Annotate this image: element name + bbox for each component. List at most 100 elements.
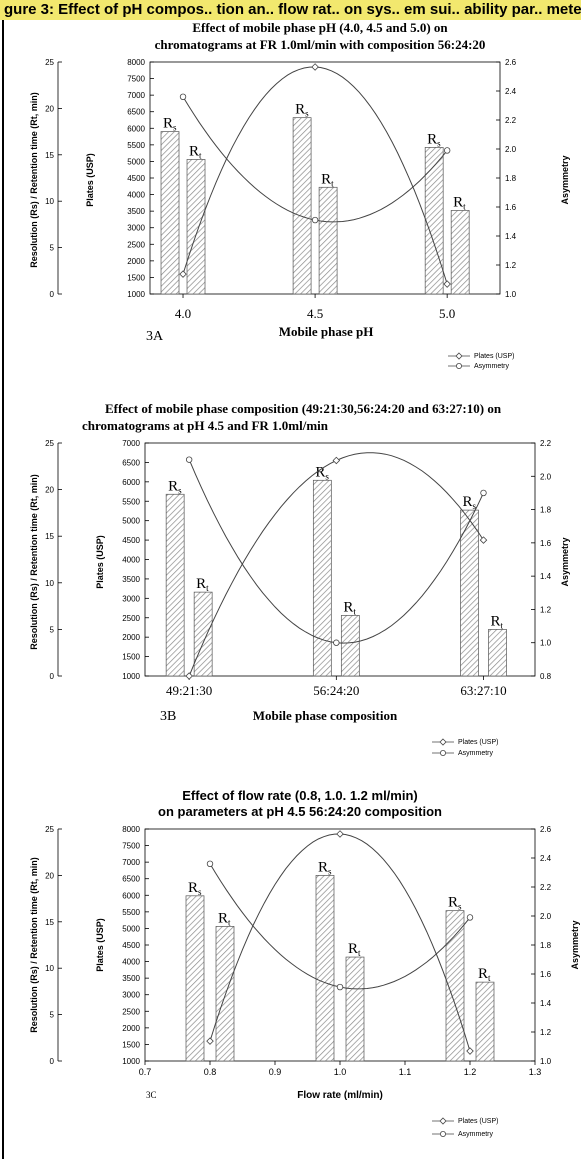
chart-a-rs-label-sub: s bbox=[437, 138, 441, 148]
chart-b-plates-tick-label: 5500 bbox=[122, 497, 140, 506]
chart-b-rs-label: R bbox=[462, 494, 472, 510]
chart-a-plates-tick-label: 5000 bbox=[127, 157, 145, 166]
chart-c-left-tick-label: 5 bbox=[50, 1011, 55, 1020]
left-border-rule bbox=[2, 20, 4, 1159]
chart-a-panel-label: 3A bbox=[146, 329, 164, 344]
chart-c-rt-label: R bbox=[478, 966, 488, 982]
chart-c-x-tick-label: 1.0 bbox=[334, 1067, 347, 1077]
chart-b-plates-tick-label: 1500 bbox=[122, 653, 140, 662]
chart-b-right-tick-label: 1.4 bbox=[540, 572, 552, 581]
chart-c-right-tick-label: 2.2 bbox=[540, 883, 552, 892]
chart-b-legend-asymmetry: Asymmetry bbox=[458, 750, 494, 757]
chart-c-left-tick-label: 10 bbox=[45, 964, 54, 973]
chart-c-plates-tick-label: 6000 bbox=[122, 891, 140, 900]
chart-c-rt-label: R bbox=[218, 910, 228, 926]
chart-c-rs-label: R bbox=[188, 880, 198, 896]
chart-a-plates-point bbox=[443, 280, 451, 288]
chart-b-plot: 0 5 10 15 20 25 1000 1500 2000 2500 3000 3500 4000 45… bbox=[45, 439, 552, 698]
chart-b-rt-bar bbox=[340, 615, 360, 677]
chart-c-right-tick-label: 1.2 bbox=[540, 1028, 552, 1037]
chart-b-rs-label-sub: s bbox=[325, 471, 329, 481]
figure-caption: gure 3: Effect of pH compos.. tion an.. … bbox=[4, 1, 581, 18]
chart-a-right-tick-label: 1.4 bbox=[505, 232, 517, 241]
chart-a-rs-label-sub: s bbox=[173, 123, 177, 133]
chart-b-rs-bar bbox=[460, 509, 479, 677]
chart-a-plates-tick-label: 4000 bbox=[127, 191, 145, 200]
chart-c-plates-tick-label: 8000 bbox=[122, 825, 140, 834]
chart-b-plates-tick-label: 4000 bbox=[122, 556, 140, 565]
chart-b-rt-label: R bbox=[196, 576, 206, 592]
chart-a-rs-label: R bbox=[163, 116, 173, 132]
chart-c: Effect of flow rate (0.8, 1.0. 1.2 ml/mi… bbox=[29, 788, 580, 1138]
chart-a-rt-bar bbox=[186, 159, 206, 295]
chart-c-rt-bar bbox=[475, 981, 495, 1062]
chart-c-plates-tick-label: 4000 bbox=[122, 958, 140, 967]
chart-b-asymmetry-point bbox=[185, 456, 193, 463]
chart-c-plates-tick-label: 5000 bbox=[122, 924, 140, 933]
chart-a-plates-point bbox=[311, 63, 319, 71]
chart-c-plates-tick-label: 2000 bbox=[122, 1024, 140, 1033]
chart-b-panel-label: 3B bbox=[160, 709, 176, 724]
chart-c-x-tick-label: 0.7 bbox=[139, 1067, 152, 1077]
chart-b-plates-point bbox=[479, 536, 488, 544]
chart-c-x-tick-label: 1.1 bbox=[399, 1067, 412, 1077]
chart-c-right-tick-label: 1.4 bbox=[540, 999, 552, 1008]
chart-b-rt-label-sub: t bbox=[206, 583, 209, 593]
chart-c-x-tick-label: 1.2 bbox=[464, 1067, 477, 1077]
chart-c-rs-bar bbox=[185, 895, 205, 1062]
chart-b-right-tick-label: 0.8 bbox=[540, 672, 552, 681]
chart-c-plates-tick-label: 1500 bbox=[122, 1040, 140, 1049]
chart-c-plates-tick-label: 3500 bbox=[122, 974, 140, 983]
chart-a-title-line1: Effect of mobile phase pH (4.0, 4.5 and … bbox=[192, 20, 448, 35]
chart-a-legend-asym-marker bbox=[455, 362, 462, 369]
chart-a-rt-label: R bbox=[321, 171, 331, 187]
chart-c-x-tick-label: 0.9 bbox=[269, 1067, 282, 1077]
chart-b-title-line1: Effect of mobile phase composition (49:2… bbox=[105, 401, 502, 416]
chart-b-rt-label: R bbox=[343, 599, 353, 615]
chart-a: Effect of mobile phase pH (4.0, 4.5 and … bbox=[29, 20, 570, 370]
chart-a-plates-line bbox=[182, 66, 448, 285]
chart-b-asymmetry-point bbox=[333, 639, 340, 646]
chart-b-plates-axis-label: Plates (USP) bbox=[95, 535, 105, 589]
chart-b: Effect of mobile phase composition (49:2… bbox=[29, 401, 570, 757]
chart-b-title-line2: chromatograms at pH 4.5 and FR 1.0ml/min bbox=[82, 418, 329, 433]
chart-a-right-tick-label: 1.0 bbox=[505, 290, 517, 299]
chart-a-left-tick-label: 5 bbox=[50, 244, 55, 253]
chart-c-plates-tick-label: 4500 bbox=[122, 941, 140, 950]
chart-c-right-tick-label: 2.0 bbox=[540, 912, 552, 921]
chart-b-plates-tick-label: 7000 bbox=[122, 439, 140, 448]
chart-a-right-tick-label: 1.2 bbox=[505, 261, 517, 270]
chart-c-right-tick-label: 1.6 bbox=[540, 970, 552, 979]
chart-b-x-axis-label: Mobile phase composition bbox=[253, 708, 398, 723]
chart-c-rs-label: R bbox=[318, 859, 328, 875]
chart-c-rs-label: R bbox=[448, 895, 458, 911]
chart-c-plates-tick-label: 3000 bbox=[122, 991, 140, 1000]
chart-c-left-tick-label: 20 bbox=[45, 871, 54, 880]
chart-b-plates-tick-label: 1000 bbox=[122, 672, 140, 681]
chart-c-rs-label-sub: s bbox=[328, 866, 332, 876]
chart-a-right-axis-label: Asymmetry bbox=[560, 155, 570, 204]
chart-c-right-tick-label: 1.0 bbox=[540, 1057, 552, 1066]
chart-b-legend-plates-marker bbox=[439, 738, 447, 746]
chart-a-title-line2: chromatograms at FR 1.0ml/min with compo… bbox=[155, 37, 486, 52]
chart-c-rs-label-sub: s bbox=[458, 902, 462, 912]
chart-b-rt-bar bbox=[193, 591, 213, 677]
chart-c-rs-label-sub: s bbox=[198, 887, 202, 897]
chart-c-plates-point bbox=[466, 1047, 474, 1055]
chart-b-left-tick-label: 10 bbox=[45, 579, 54, 588]
chart-c-x-tick-label: 1.3 bbox=[529, 1067, 542, 1077]
chart-b-right-tick-label: 1.2 bbox=[540, 605, 552, 614]
chart-a-asymmetry-point bbox=[311, 216, 319, 224]
chart-b-right-axis-label: Asymmetry bbox=[560, 537, 570, 586]
chart-c-x-tick-label: 0.8 bbox=[204, 1067, 217, 1077]
chart-b-plates-tick-label: 5000 bbox=[122, 517, 140, 526]
chart-a-plates-tick-label: 6500 bbox=[127, 108, 145, 117]
chart-a-left-tick-label: 15 bbox=[45, 151, 54, 160]
chart-c-plates-point bbox=[206, 1037, 214, 1045]
chart-c-legend: Plates (USP) Asymmetry bbox=[432, 1117, 498, 1138]
chart-a-plates-tick-label: 4500 bbox=[127, 174, 145, 183]
chart-b-plates-tick-label: 2000 bbox=[122, 633, 140, 642]
chart-b-left-tick-label: 5 bbox=[50, 625, 55, 634]
chart-c-left-tick-label: 0 bbox=[50, 1057, 55, 1066]
chart-c-left-axis-label: Resolution (Rs) / Retention time (Rt, mi… bbox=[29, 857, 39, 1033]
